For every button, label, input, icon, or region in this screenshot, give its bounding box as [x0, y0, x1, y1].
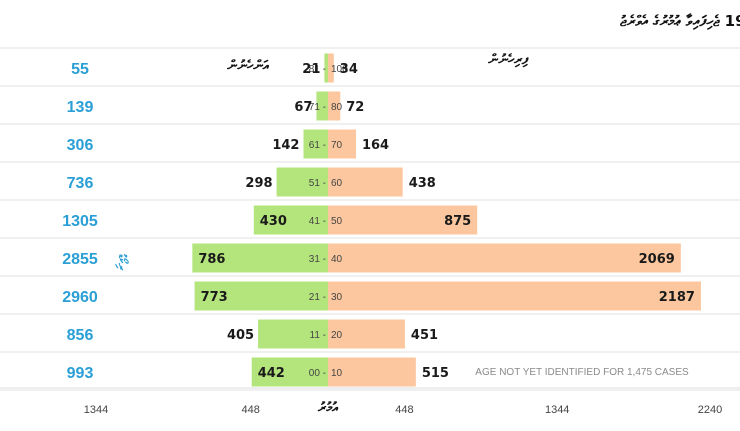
age-band-upper: 20 — [331, 330, 343, 341]
row-total: 55 — [71, 61, 89, 78]
chart-title: ދިވެހި ރައްޔިތުން ކޮވިޑް-19 ޖެހިފައިވާ ޢ… — [620, 12, 740, 30]
value-male: 2069 — [639, 252, 675, 267]
age-band-lower: 51 - — [309, 178, 326, 189]
age-band-lower: 71 - — [309, 102, 326, 113]
row-total: 306 — [67, 137, 94, 154]
row-total: 993 — [67, 365, 94, 382]
bar-female — [194, 281, 328, 311]
highlight-label: ރިކޯޑު — [114, 254, 130, 272]
bar-female — [276, 167, 328, 197]
age-band-upper: 100 — [331, 64, 348, 75]
x-tick-left: 448 — [241, 404, 259, 416]
age-unidentified-note: AGE NOT YET IDENTIFIED FOR 1,475 CASES — [475, 367, 689, 378]
bar-male — [328, 205, 478, 235]
row-total: 2855 — [62, 251, 98, 268]
value-female: 773 — [201, 290, 228, 305]
age-band-lower: 81 - — [309, 64, 326, 75]
bar-female — [324, 53, 328, 83]
bar-female — [258, 319, 328, 349]
value-male: 875 — [444, 214, 471, 229]
bars-group — [192, 53, 701, 387]
row-total: 1305 — [62, 213, 98, 230]
value-male: 515 — [422, 366, 449, 381]
age-band-lower: 00 - — [309, 368, 326, 379]
value-male: 164 — [362, 138, 389, 153]
value-male: 451 — [411, 328, 438, 343]
value-female: 298 — [245, 176, 272, 191]
bar-male — [328, 53, 334, 83]
bar-male — [328, 357, 416, 387]
value-female: 430 — [260, 214, 287, 229]
value-male: 2187 — [659, 290, 695, 305]
x-tick-right: 1344 — [545, 404, 569, 416]
age-band-lower: 11 - — [310, 330, 327, 341]
value-male: 34 — [340, 62, 358, 77]
bar-female — [251, 357, 328, 387]
bar-male — [328, 281, 701, 311]
value-female: 405 — [227, 328, 254, 343]
x-tick-left: 1344 — [84, 404, 108, 416]
value-female: 442 — [258, 366, 285, 381]
bar-male — [328, 91, 341, 121]
row-total: 736 — [67, 175, 94, 192]
bar-male — [328, 129, 356, 159]
legend-female-label: އަންހެނުން — [226, 58, 269, 74]
x-tick-right: 448 — [395, 404, 413, 416]
value-male: 438 — [409, 176, 436, 191]
labels-group: 81 - 100 21 34 55 71 - 80 67 72 139 61 - 70 142 164 30… — [62, 61, 722, 416]
bar-female — [316, 91, 328, 121]
grid-lines — [0, 47, 740, 391]
value-female: 21 — [302, 62, 320, 77]
age-band-upper: 80 — [331, 102, 343, 113]
age-band-upper: 40 — [331, 254, 343, 265]
value-female: 142 — [272, 138, 299, 153]
row-total: 139 — [67, 99, 94, 116]
age-band-lower: 21 - — [309, 292, 326, 303]
age-band-upper: 50 — [331, 216, 343, 227]
row-total: 2960 — [62, 289, 98, 306]
age-band-lower: 41 - — [309, 216, 326, 227]
bar-male — [328, 167, 403, 197]
age-band-upper: 30 — [331, 292, 343, 303]
bar-female — [192, 243, 328, 273]
value-male: 72 — [346, 100, 364, 115]
bar-female — [303, 129, 328, 159]
center-axis-label: އުމުރު — [317, 400, 339, 416]
bar-male — [328, 319, 405, 349]
row-total: 856 — [67, 327, 94, 344]
age-band-upper: 60 — [331, 178, 343, 189]
value-female: 67 — [294, 100, 312, 115]
bar-female — [253, 205, 328, 235]
bar-male — [328, 243, 681, 273]
age-band-upper: 10 — [331, 368, 343, 379]
legend-male-label: ފިރިހެނުން — [487, 52, 529, 68]
age-band-lower: 61 - — [309, 140, 326, 151]
age-band-upper: 70 — [331, 140, 343, 151]
age-band-lower: 31 - — [309, 254, 326, 265]
value-female: 786 — [198, 252, 225, 267]
x-tick-right: 2240 — [698, 404, 722, 416]
